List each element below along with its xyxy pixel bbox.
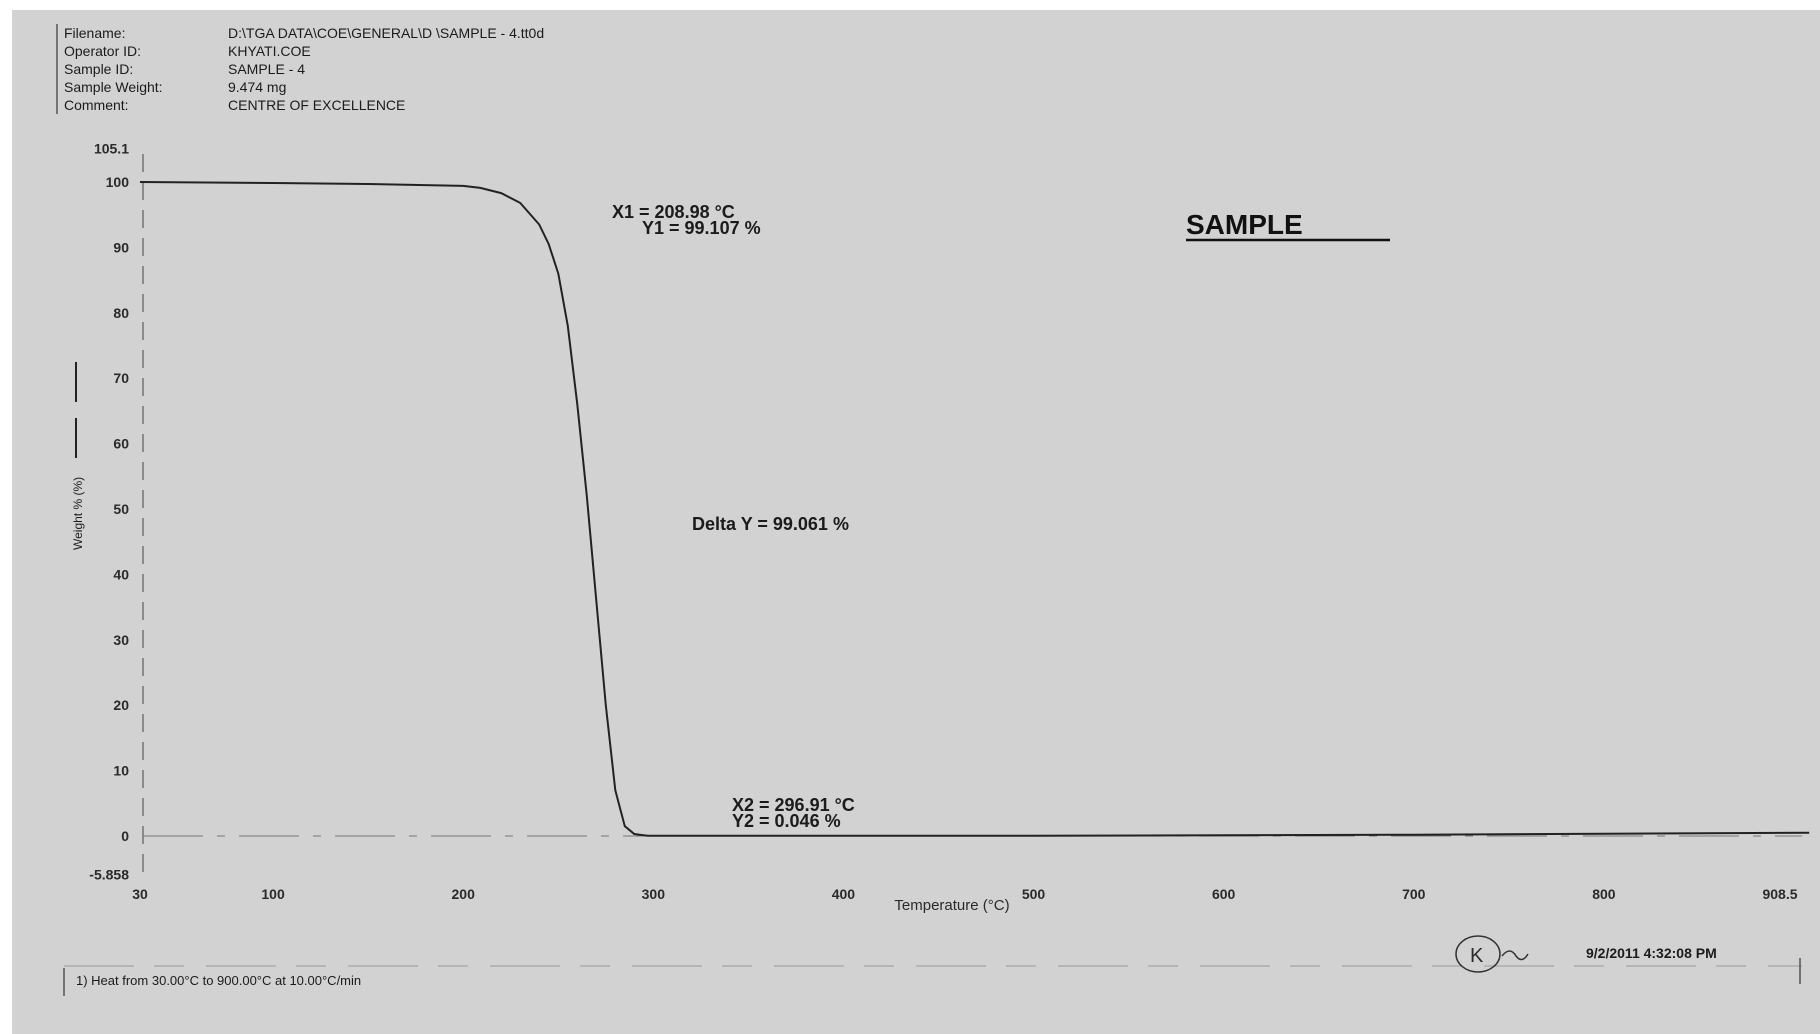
signature-stamp-icon (1455, 935, 1501, 973)
x-tick-label: 400 (832, 886, 856, 902)
series-line (139, 181, 1810, 837)
x-tick-label: 908.5 (1762, 886, 1797, 902)
header-value: 9.474 mg (228, 79, 286, 95)
timestamp: 9/2/2011 4:32:08 PM (1586, 945, 1717, 961)
x-tick-label: 600 (1212, 886, 1236, 902)
thermogram-sheet: Filename: D:\TGA DATA\COE\GENERAL\D \SAMP… (12, 10, 1820, 1034)
y-tick-label: 100 (106, 174, 130, 190)
tga-chart: Filename: D:\TGA DATA\COE\GENERAL\D \SAMP… (56, 24, 1810, 996)
annotation-y1: Y1 = 99.107 % (642, 218, 761, 238)
method-text: 1) Heat from 30.00°C to 900.00°C at 10.0… (76, 973, 361, 988)
x-tick-label: 200 (452, 886, 476, 902)
annotation-y2: Y2 = 0.046 % (732, 811, 841, 831)
y-tick-label: -5.858 (89, 866, 129, 882)
y-tick-label: 30 (113, 632, 129, 648)
x-tick-labels: 30 100 200 300 400 500 600 700 800 908.5 (132, 886, 1798, 902)
header-block: Filename: D:\TGA DATA\COE\GENERAL\D \SAMP… (56, 24, 544, 114)
y-tick-label: 80 (113, 305, 129, 321)
x-tick-label: 800 (1592, 886, 1616, 902)
header-value: KHYATI.COE (228, 43, 311, 59)
header-value: CENTRE OF EXCELLENCE (228, 97, 405, 113)
chart-title: SAMPLE (1186, 209, 1303, 240)
header-label: Operator ID: (64, 43, 141, 59)
y-tick-label: 40 (113, 566, 129, 582)
y-tick-label: 20 (113, 697, 129, 713)
x-tick-label: 500 (1022, 886, 1046, 902)
y-tick-label: 0 (121, 828, 129, 844)
header-value: SAMPLE - 4 (228, 61, 305, 77)
signature-scribble-icon (1501, 950, 1529, 961)
y-tick-label: 70 (113, 370, 129, 386)
y-tick-label: 50 (113, 501, 129, 517)
header-label: Sample ID: (64, 61, 133, 77)
y-tick-label: 60 (113, 436, 129, 452)
annotation-delta-y: Delta Y = 99.061 % (692, 514, 849, 534)
x-axis-label: Temperature (°C) (894, 897, 1009, 914)
header-label: Sample Weight: (64, 79, 163, 95)
header-label: Filename: (64, 25, 125, 41)
y-tick-label: 10 (113, 763, 129, 779)
signature-initial: K (1470, 945, 1484, 967)
header-label: Comment: (64, 97, 129, 113)
y-tick-label: 90 (113, 239, 129, 255)
x-tick-label: 700 (1402, 886, 1426, 902)
x-tick-label: 100 (261, 886, 285, 902)
annotation-x2: X2 = 296.91 °C (732, 795, 855, 815)
y-axis-label: Weight % (%) (71, 477, 85, 550)
x-tick-label: 30 (132, 886, 148, 902)
y-tick-label: 105.1 (94, 141, 129, 157)
annotation-x1: X1 = 208.98 °C (612, 202, 735, 222)
x-tick-label: 300 (642, 886, 666, 902)
header-value: D:\TGA DATA\COE\GENERAL\D \SAMPLE - 4.tt… (228, 25, 544, 41)
